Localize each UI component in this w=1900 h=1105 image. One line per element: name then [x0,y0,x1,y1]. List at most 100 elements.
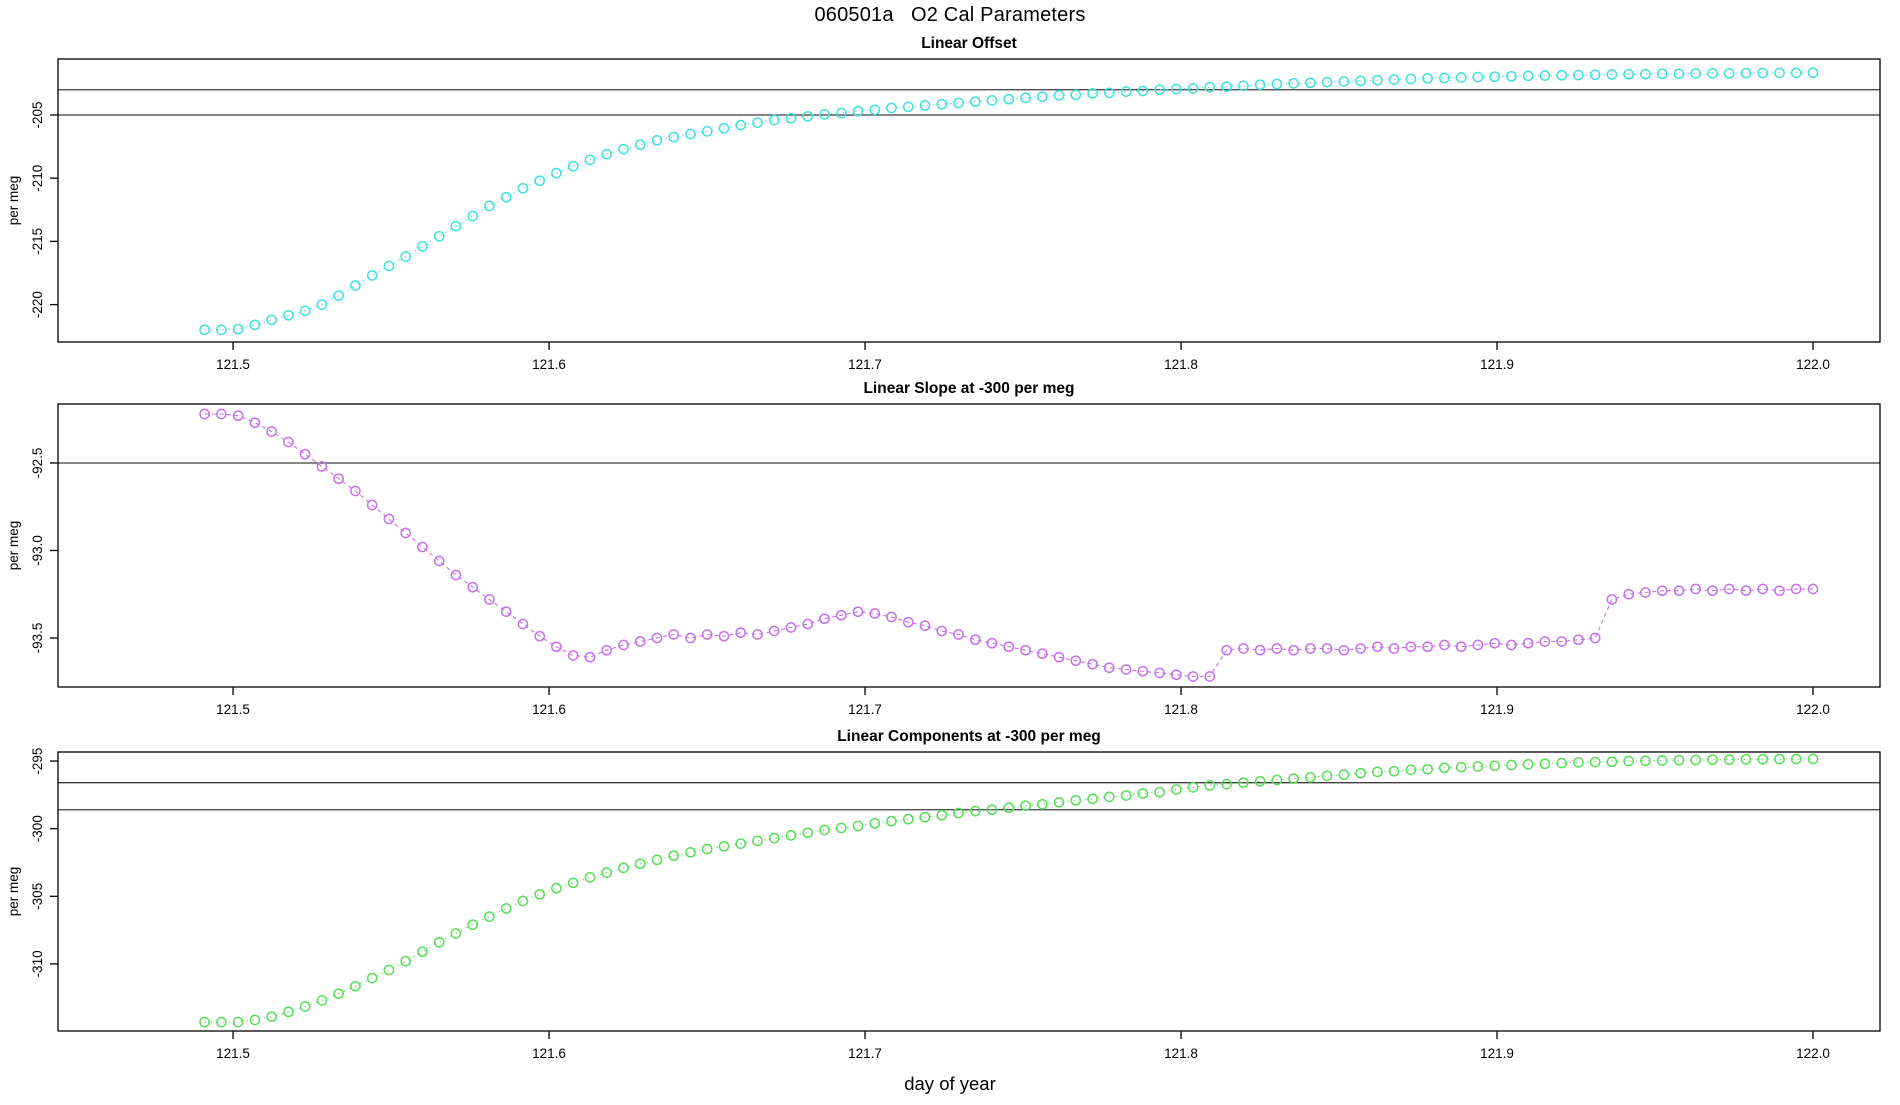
data-point [768,114,780,126]
data-point [969,634,981,646]
y-tick-label: -300 [30,815,45,842]
data-point [350,280,361,291]
data-point [1522,70,1534,82]
data-point [1556,69,1568,81]
data-point [333,473,344,485]
series-line-linear-offset [204,72,1814,331]
data-point [1020,800,1031,812]
data-point [433,230,445,242]
data-point [1238,80,1249,92]
data-point [1338,769,1350,780]
data-point [1522,637,1534,649]
data-point [869,104,881,116]
data-point [735,119,747,131]
data-point [1640,587,1651,598]
data-point [1573,757,1584,768]
data-point [1388,765,1400,777]
data-point [1790,67,1802,79]
data-point [199,1016,210,1028]
x-tick-label: 121.9 [1480,357,1514,372]
y-tick-label: -215 [30,228,45,255]
data-point [1606,594,1618,605]
data-point [1589,69,1601,81]
data-point [835,107,847,119]
data-point [1338,644,1350,656]
data-point [232,1016,244,1028]
data-point [283,1006,294,1018]
data-point [484,594,495,605]
data-point [1254,644,1266,656]
data-point [1723,67,1735,79]
data-point [484,200,495,212]
data-point [249,417,261,429]
data-point [1690,68,1702,79]
data-point [1573,69,1584,81]
data-point [886,815,897,827]
panel-border [57,403,1881,688]
data-point [852,820,864,832]
data-point [1472,639,1484,651]
data-point [1539,636,1551,647]
data-point [1388,643,1400,654]
data-point [785,830,797,841]
y-tick-label: -210 [30,165,45,192]
y-tick-label: -205 [30,101,45,128]
data-point [1623,68,1635,80]
data-point [701,126,713,137]
data-point [852,105,864,117]
x-tick-label: 121.6 [532,357,566,372]
series-line-linear-components [204,758,1813,1023]
data-point [232,323,244,335]
x-tick-label: 121.8 [1164,1046,1198,1061]
data-point [634,858,646,870]
data-point [752,117,763,128]
x-tick-label: 121.6 [532,1046,566,1061]
data-point [366,972,378,984]
data-point [1087,658,1098,670]
data-point [1288,644,1299,656]
data-point [1606,756,1618,768]
data-point [1606,69,1618,80]
data-point [919,811,931,823]
data-point [953,97,964,109]
data-point [216,408,227,420]
data-point [534,888,546,900]
data-point [1271,643,1283,654]
data-point [735,838,747,849]
data-point [1640,68,1651,80]
data-point [1053,651,1065,663]
data-point [1707,585,1718,597]
data-point [1439,762,1450,774]
data-point [1103,662,1115,674]
data-point [953,807,964,819]
data-point [936,98,948,110]
data-point [1003,641,1015,653]
data-point [1673,585,1685,597]
data-point [1690,754,1702,766]
data-point [366,270,378,281]
data-point [534,630,546,642]
data-point [1288,78,1299,89]
data-point [986,804,998,816]
data-point [232,410,244,422]
data-point [886,102,897,114]
data-point [484,911,495,922]
data-point [551,641,562,653]
y-tick-label: -295 [30,748,45,775]
data-point [1120,664,1132,675]
data-point [735,627,747,639]
data-point [634,139,646,151]
data-point [1187,782,1199,793]
data-point [567,160,579,172]
panel-border [57,58,1881,343]
data-point [400,251,412,262]
data-point [383,260,395,272]
data-point [1036,648,1048,660]
data-point [1589,756,1601,768]
data-point [1070,794,1082,806]
data-point [500,191,512,203]
data-point [1472,761,1484,772]
data-point [802,618,814,630]
data-point [266,314,277,326]
data-point [1640,755,1651,767]
